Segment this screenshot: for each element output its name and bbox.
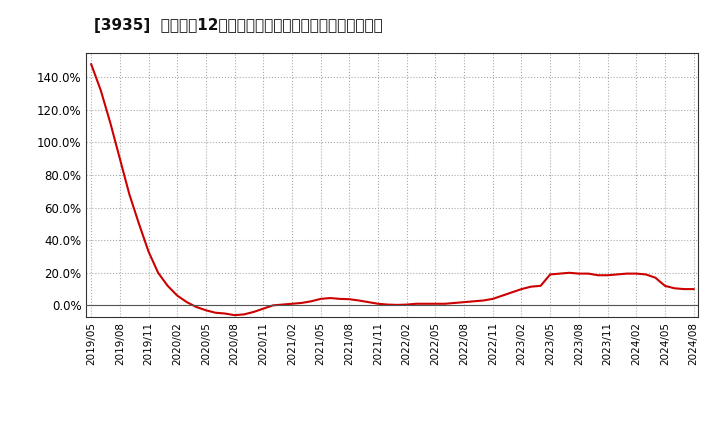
Text: [3935]  売上高の12か月移動合計の対前年同期増減率の推移: [3935] 売上高の12か月移動合計の対前年同期増減率の推移 — [94, 18, 382, 33]
